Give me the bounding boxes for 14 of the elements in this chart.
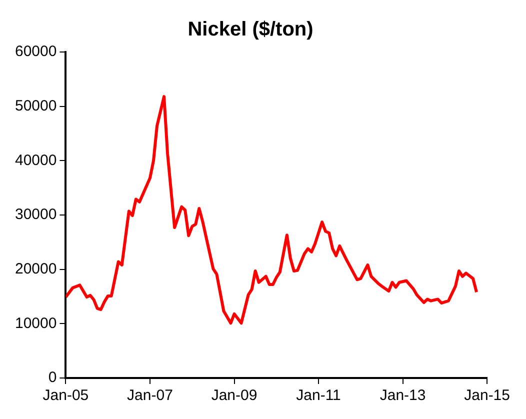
y-tick-label: 50000 (14, 97, 57, 114)
x-tick-label: Jan-07 (127, 387, 173, 404)
y-tick-label: 40000 (14, 152, 57, 169)
y-tick-label: 60000 (14, 43, 57, 60)
x-tick-label: Jan-09 (211, 387, 258, 404)
y-tick-label: 0 (48, 369, 57, 386)
y-tick-label: 10000 (14, 314, 57, 332)
x-tick-label: Jan-05 (42, 387, 89, 404)
chart-title: Nickel ($/ton) (188, 18, 314, 41)
y-tick-label: 30000 (14, 206, 57, 224)
y-tick-label: 20000 (14, 260, 57, 278)
x-tick-label: Jan-11 (296, 387, 341, 404)
x-tick-label: Jan-15 (464, 387, 510, 404)
x-tick-label: Jan-13 (380, 387, 426, 404)
